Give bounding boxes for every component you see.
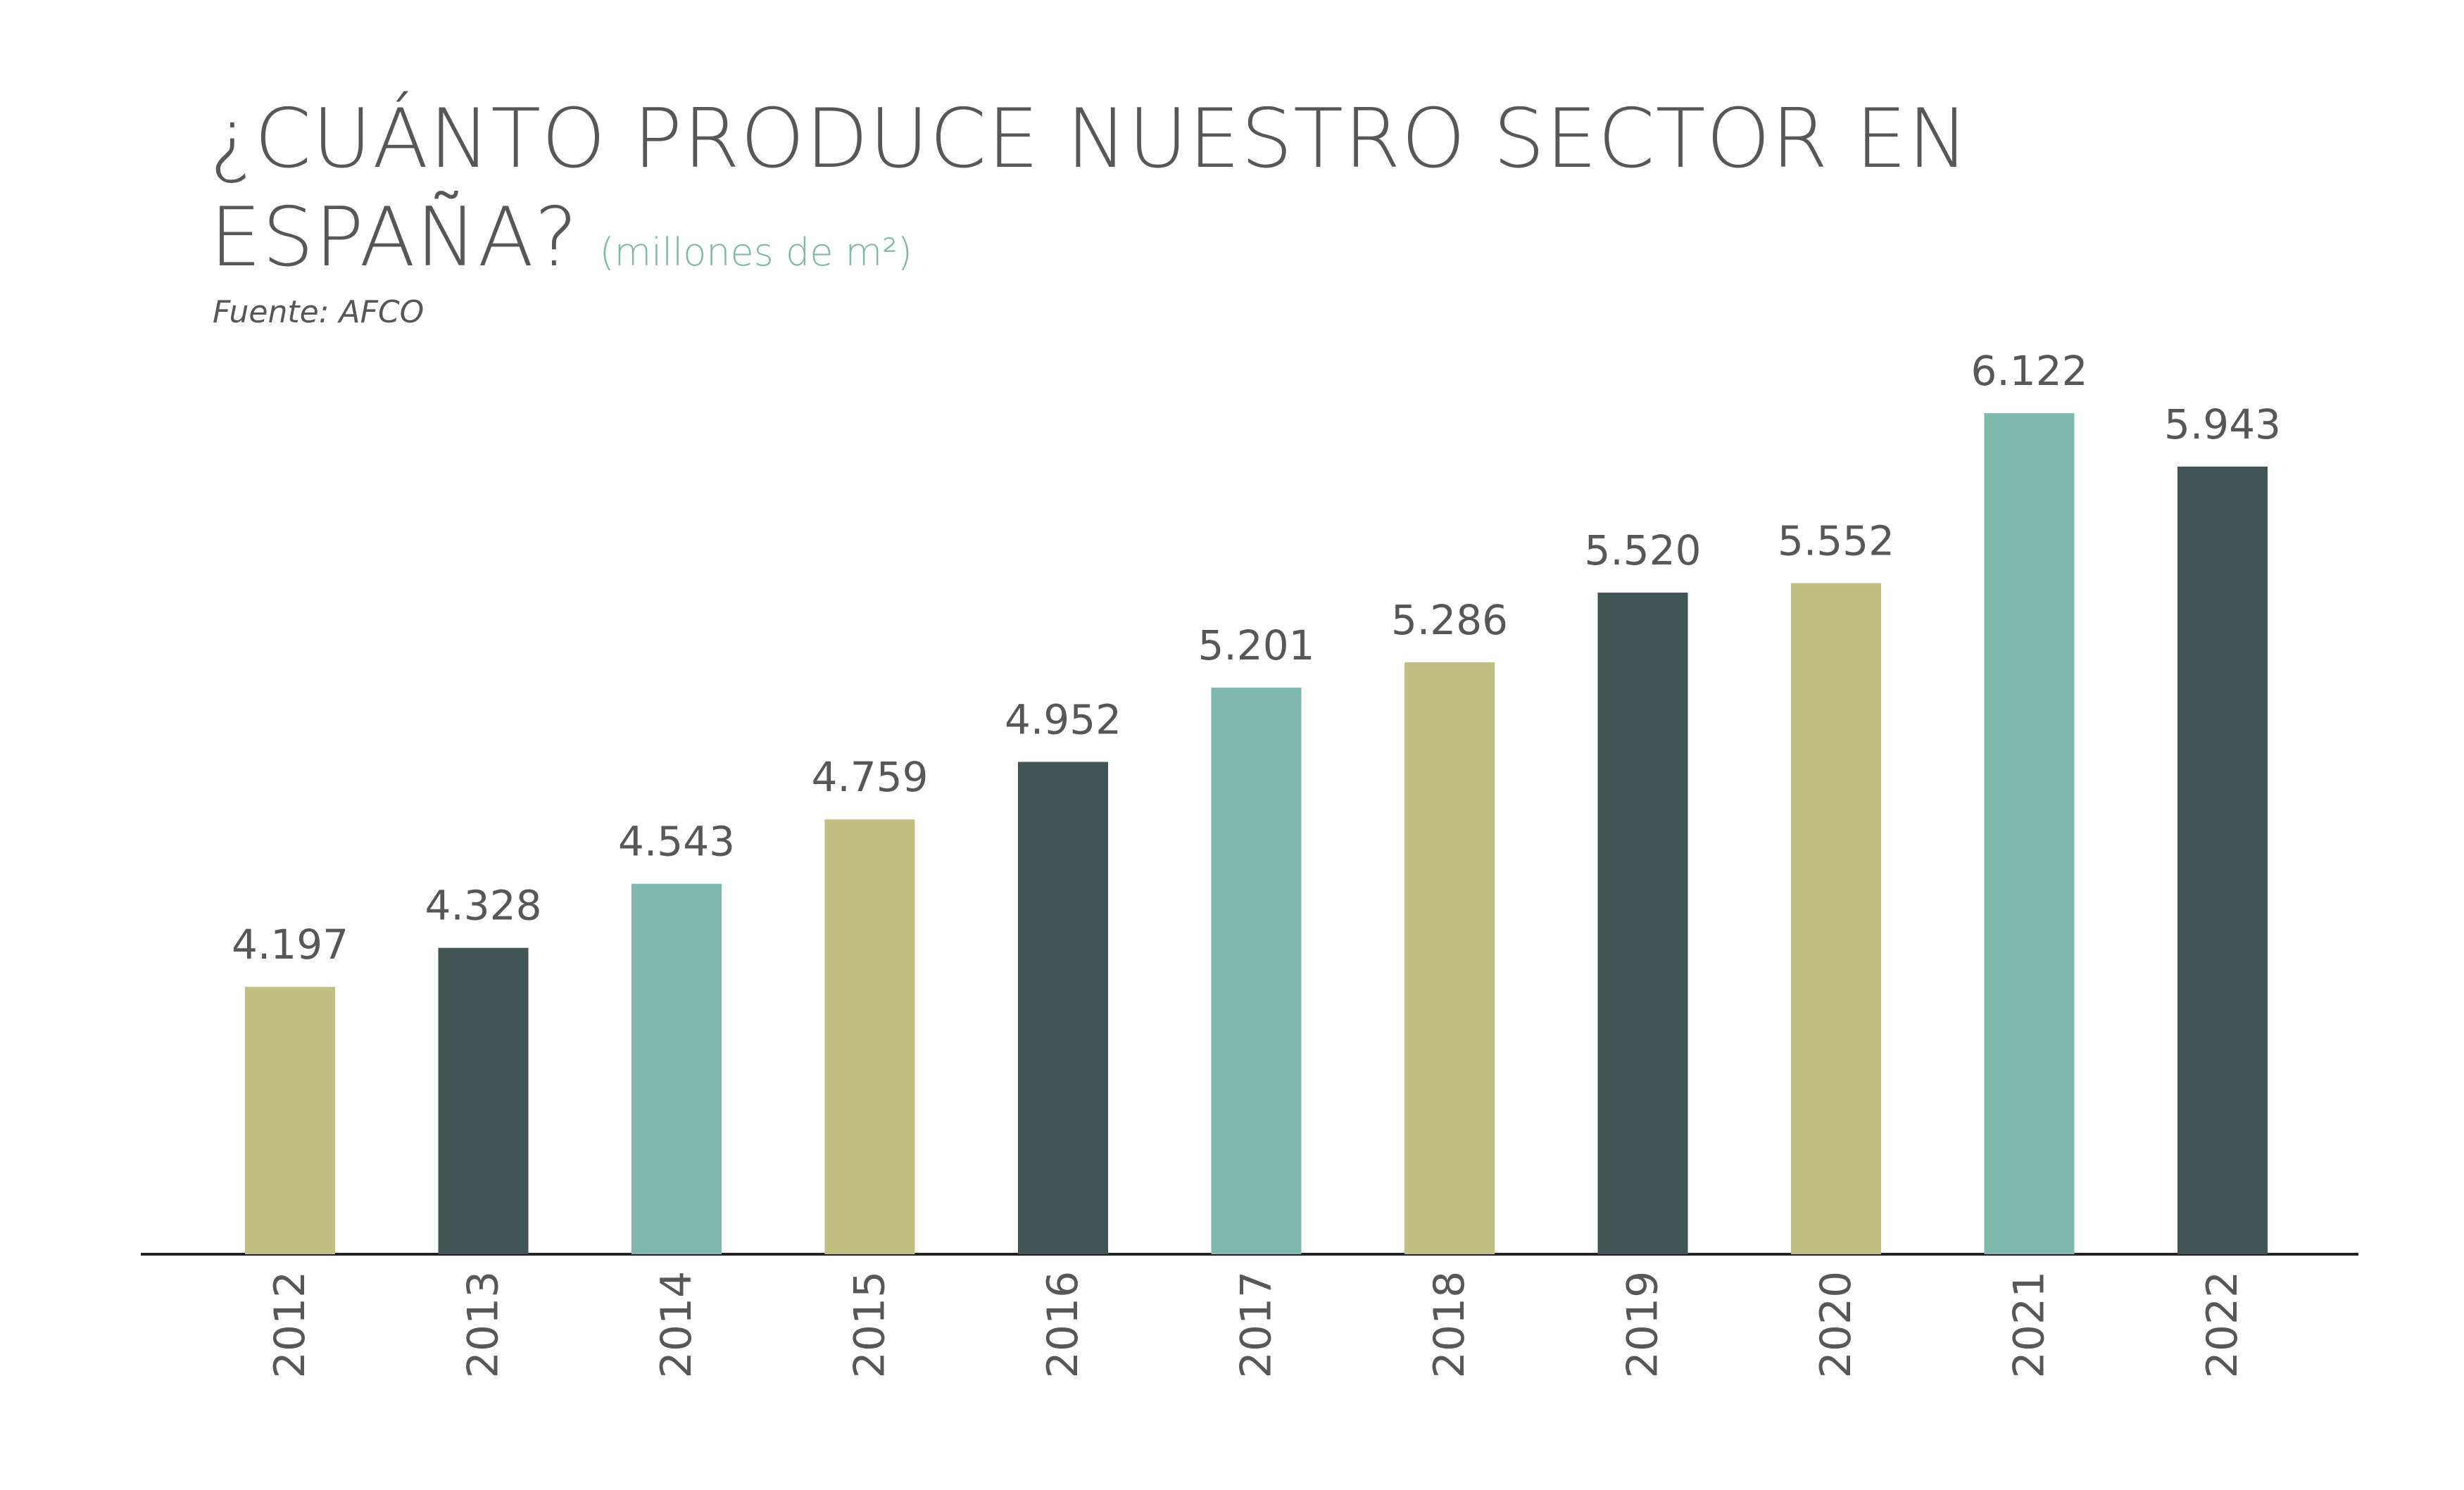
x-tick-label-2016: 2016 (1038, 1271, 1088, 1379)
x-tick-label-2015: 2015 (846, 1271, 895, 1379)
value-label-2016: 4.952 (1005, 695, 1121, 743)
x-tick-label-2017: 2017 (1232, 1271, 1281, 1379)
x-tick-label-2014: 2014 (652, 1271, 701, 1379)
bar-2020 (1791, 583, 1881, 1254)
x-tick-label-2021: 2021 (2005, 1271, 2054, 1379)
value-label-2021: 6.122 (1970, 347, 2087, 395)
value-label-2019: 5.520 (1584, 526, 1701, 574)
value-label-2017: 5.201 (1198, 621, 1314, 669)
bar-2012 (245, 987, 335, 1254)
value-label-2015: 4.759 (811, 753, 928, 801)
source-note: Fuente: AFCO (213, 294, 425, 330)
value-label-2018: 5.286 (1391, 596, 1508, 644)
x-tick-label-2012: 2012 (265, 1271, 315, 1379)
chart-title-text: ¿CUÁNTO PRODUCE NUESTRO SECTOR EN ESPAÑA… (210, 91, 1970, 285)
bar-2022 (2177, 466, 2268, 1254)
value-labels-group: 4.197 4.328 4.543 4.759 4.952 5.201 5.286 5.520… (232, 347, 2281, 968)
bar-2018 (1404, 662, 1495, 1254)
bar-2015 (824, 819, 915, 1254)
x-tick-label-2019: 2019 (1618, 1271, 1668, 1379)
value-label-2022: 5.943 (2164, 400, 2281, 448)
value-label-2012: 4.197 (232, 921, 348, 968)
value-label-2020: 5.552 (1778, 517, 1894, 564)
x-tick-label-2018: 2018 (1425, 1271, 1474, 1379)
bar-2017 (1211, 688, 1302, 1254)
unit-label: (millones de m²) (599, 230, 912, 274)
value-label-2013: 4.328 (425, 882, 541, 930)
bar-2019 (1597, 592, 1688, 1254)
x-tick-label-2013: 2013 (459, 1271, 508, 1379)
bars-group (245, 413, 2268, 1254)
value-label-2014: 4.543 (618, 818, 735, 866)
bar-2014 (631, 883, 722, 1254)
x-tick-labels-group: 2012 2013 2014 2015 2016 2017 2018 2019 2020 2021… (265, 1271, 2247, 1379)
x-tick-label-2022: 2022 (2198, 1271, 2247, 1379)
bar-2021 (1984, 413, 2075, 1254)
bar-2013 (438, 947, 529, 1254)
bar-2016 (1018, 762, 1108, 1254)
chart-title: ¿CUÁNTO PRODUCE NUESTRO SECTOR EN ESPAÑA… (210, 90, 2251, 302)
x-tick-label-2020: 2020 (1811, 1271, 1861, 1379)
